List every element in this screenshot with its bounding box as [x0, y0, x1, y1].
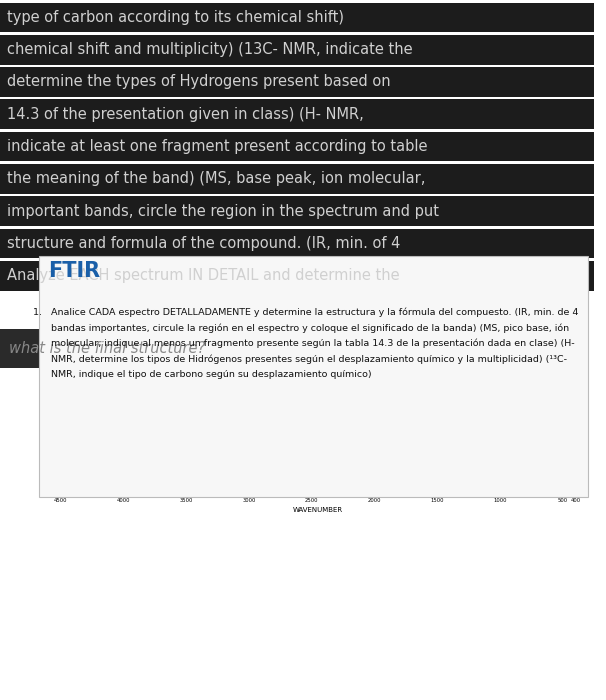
Text: chemical shift and multiplicity) (13C- NMR, indicate the: chemical shift and multiplicity) (13C- N… — [7, 42, 413, 57]
Text: 14.3 of the presentation given in class) (H- NMR,: 14.3 of the presentation given in class)… — [7, 107, 364, 122]
Text: molecular, indique al menos un fragmento presente según la tabla 14.3 de la pres: molecular, indique al menos un fragmento… — [33, 339, 575, 349]
Text: NMR, indique el tipo de carbono según su desplazamiento químico): NMR, indique el tipo de carbono según su… — [33, 370, 372, 379]
Text: bandas importantes, circule la región en el espectro y coloque el significado de: bandas importantes, circule la región en… — [33, 323, 570, 333]
Text: indicate at least one fragment present according to table: indicate at least one fragment present a… — [7, 139, 428, 154]
Text: important bands, circle the region in the spectrum and put: important bands, circle the region in th… — [7, 204, 439, 218]
Text: structure and formula of the compound. (IR, min. of 4: structure and formula of the compound. (… — [7, 236, 401, 251]
Text: FTIR: FTIR — [48, 261, 101, 281]
Text: 1.   Analice CADA espectro DETALLADAMENTE y determine la estructura y la fórmula: 1. Analice CADA espectro DETALLADAMENTE … — [33, 308, 579, 318]
X-axis label: WAVENUMBER: WAVENUMBER — [293, 508, 343, 514]
Text: Analyze EACH spectrum IN DETAIL and determine the: Analyze EACH spectrum IN DETAIL and dete… — [7, 268, 400, 284]
Text: type of carbon according to its chemical shift): type of carbon according to its chemical… — [7, 10, 344, 25]
Text: NMR, determine los tipos de Hidrógenos presentes según el desplazamiento químico: NMR, determine los tipos de Hidrógenos p… — [33, 354, 567, 364]
Text: what is the final structure?: what is the final structure? — [9, 341, 205, 356]
Text: the meaning of the band) (MS, base peak, ion molecular,: the meaning of the band) (MS, base peak,… — [7, 172, 425, 186]
Text: determine the types of Hydrogens present based on: determine the types of Hydrogens present… — [7, 74, 391, 90]
